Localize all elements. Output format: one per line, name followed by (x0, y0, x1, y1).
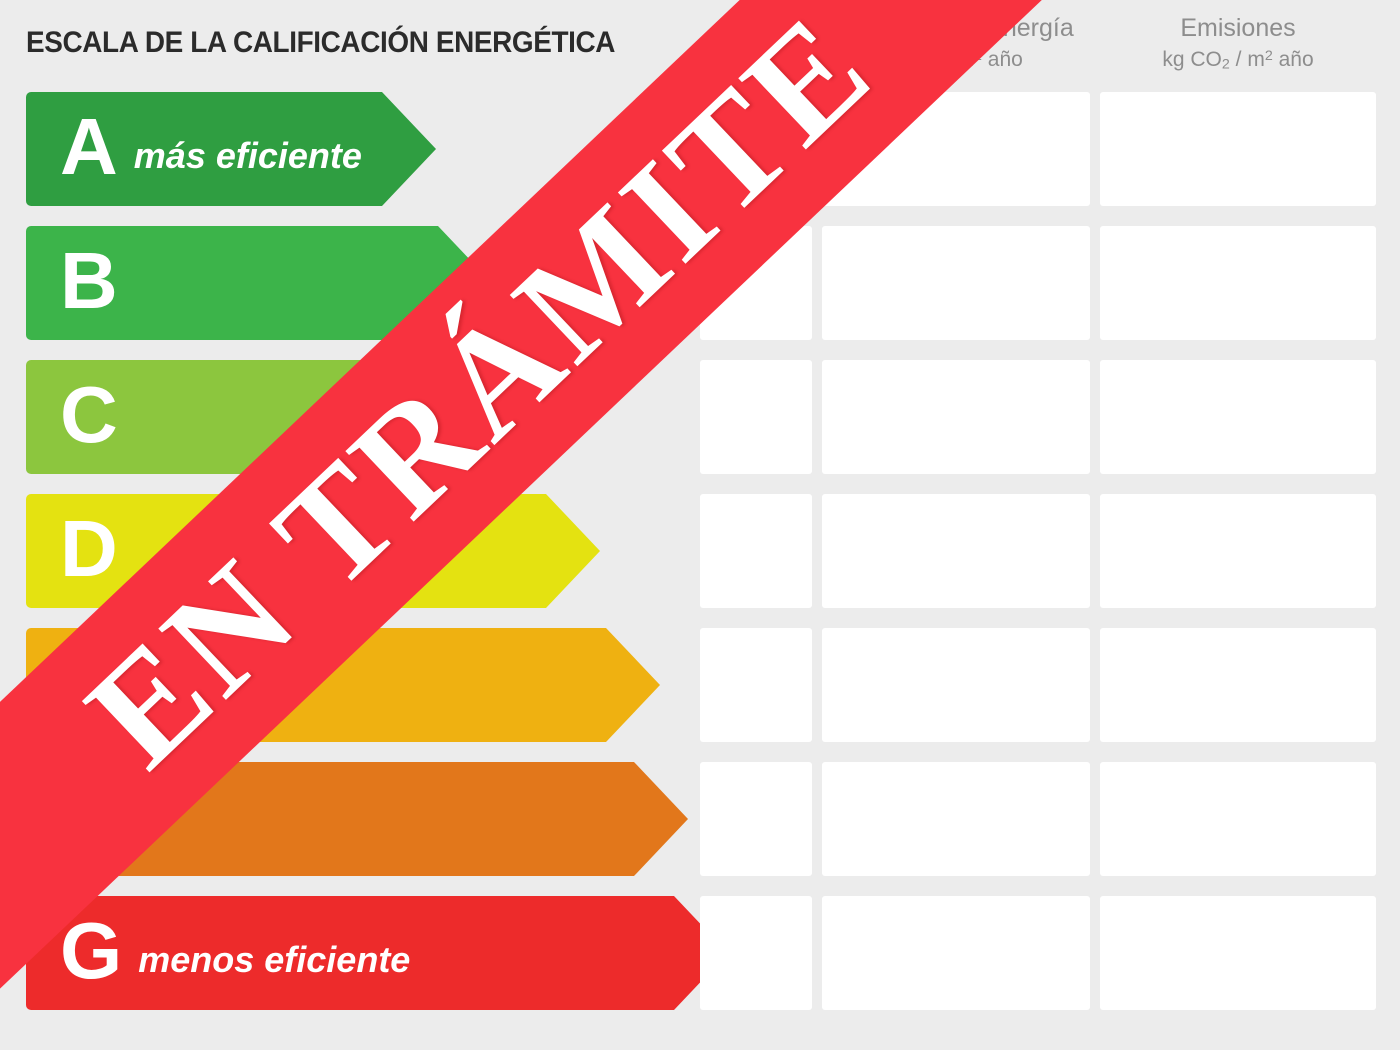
rating-band-letter: C (60, 370, 118, 459)
column-header-emisiones-unit: kg CO2 / m2 año (1162, 47, 1314, 73)
cell-emisiones-e (1100, 628, 1376, 742)
arrow-tip-icon (546, 494, 600, 608)
page-title: ESCALA DE LA CALIFICACIÓN ENERGÉTICA (26, 26, 616, 59)
cell-emisiones-b (1100, 226, 1376, 340)
column-header-emisiones: Emisiones kg CO2 / m2 año (1100, 12, 1376, 75)
rating-band-letter: G (60, 906, 123, 995)
rating-band-letter: D (60, 504, 118, 593)
arrow-tip-icon (606, 628, 660, 742)
arrow-tip-icon (382, 92, 436, 206)
cell-emisiones-d (1100, 494, 1376, 608)
rating-band-b: B (26, 226, 492, 340)
cell-spacer-f (700, 762, 812, 876)
cell-spacer-c (700, 360, 812, 474)
rating-band-bar-b: B (26, 226, 492, 340)
cell-consumo-c (822, 360, 1090, 474)
cell-consumo-e (822, 628, 1090, 742)
arrow-tip-icon (634, 762, 688, 876)
cell-emisiones-c (1100, 360, 1376, 474)
rating-band-note: menos eficiente (138, 939, 411, 980)
cell-emisiones-a (1100, 92, 1376, 206)
cell-consumo-g (822, 896, 1090, 1010)
column-header-emisiones-name: Emisiones (1180, 14, 1296, 42)
cell-consumo-f (822, 762, 1090, 876)
cell-consumo-b (822, 226, 1090, 340)
rating-band-letter: B (60, 236, 118, 325)
cell-emisiones-g (1100, 896, 1376, 1010)
cell-spacer-e (700, 628, 812, 742)
cell-emisiones-f (1100, 762, 1376, 876)
cell-consumo-d (822, 494, 1090, 608)
cell-spacer-d (700, 494, 812, 608)
rating-band-letter: A (60, 102, 118, 191)
rating-band-note: más eficiente (133, 135, 362, 176)
cell-spacer-g (700, 896, 812, 1010)
